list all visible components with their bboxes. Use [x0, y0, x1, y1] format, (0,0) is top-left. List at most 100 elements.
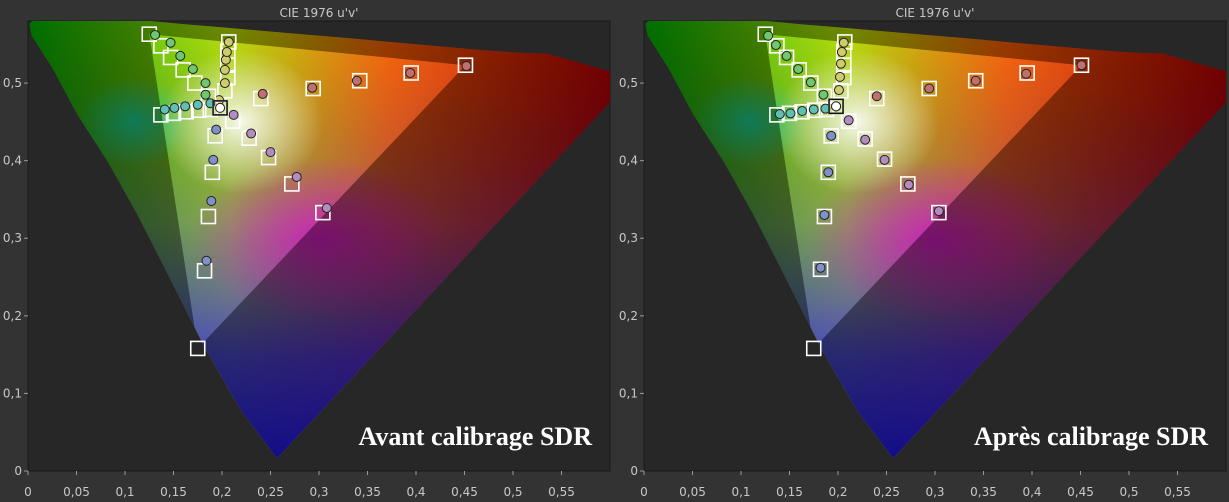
- measured-point: [763, 30, 774, 41]
- chart-title: CIE 1976 u'v': [896, 6, 975, 20]
- target-square: [833, 83, 849, 99]
- measured-point: [808, 104, 819, 115]
- measured-point: [834, 71, 845, 82]
- x-tick-label: 0,25: [873, 485, 900, 499]
- measured-point: [175, 50, 186, 61]
- measured-point: [200, 89, 211, 100]
- measured-point: [797, 106, 808, 116]
- target-square: [840, 113, 857, 129]
- measured-point: [201, 255, 212, 266]
- x-tick-label: 0,4: [1022, 485, 1041, 499]
- chart-title: CIE 1976 u'v': [280, 6, 359, 20]
- target-square: [823, 128, 840, 144]
- white-point-target: [212, 100, 228, 116]
- measured-point: [820, 103, 831, 114]
- measured-point: [461, 61, 472, 71]
- measured-point: [208, 154, 219, 165]
- measured-point: [823, 167, 834, 178]
- target-square: [820, 164, 837, 181]
- x-tick-label: 0,05: [63, 485, 90, 499]
- target-square: [816, 208, 833, 225]
- measured-point: [835, 58, 846, 69]
- measured-point: [219, 78, 230, 89]
- measured-point: [903, 179, 914, 190]
- y-axis: 0 0,1 0,2 0,3 0,4 0,5: [619, 76, 644, 478]
- measured-point: [793, 64, 804, 75]
- x-tick-label: 0,5: [503, 485, 522, 499]
- measured-point: [257, 88, 268, 99]
- measured-point: [924, 83, 935, 94]
- x-tick-label: 0: [640, 485, 648, 499]
- chart-panel-before: CIE 1976 u'v'0 0,05 0,1 0,15 0,2 0,25 0,3 0,35 0…: [3, 6, 611, 499]
- target-square: [967, 72, 984, 89]
- measured-point: [871, 91, 882, 102]
- series-3: [189, 100, 228, 357]
- measured-point: [223, 36, 234, 47]
- measured-point: [770, 40, 781, 51]
- measured-point: [228, 109, 239, 120]
- x-tick-label: 0,3: [309, 485, 328, 499]
- white-point-target: [828, 98, 844, 115]
- x-tick-label: 0,45: [1067, 485, 1094, 499]
- target-square: [812, 261, 829, 278]
- y-tick-label: 0: [630, 464, 638, 478]
- y-tick-label: 0,4: [3, 154, 22, 168]
- measured-point: [833, 85, 844, 96]
- measured-point: [781, 50, 792, 61]
- target-square: [769, 38, 785, 54]
- measured-point: [206, 196, 217, 206]
- x-tick-label: 0,25: [257, 485, 284, 499]
- measured-point: [169, 102, 180, 113]
- y-tick-label: 0,2: [619, 309, 638, 323]
- x-tick-label: 0,35: [970, 485, 997, 499]
- target-square: [457, 57, 474, 74]
- measured-point: [221, 47, 232, 58]
- measured-point: [1076, 60, 1087, 71]
- measured-point: [192, 99, 203, 110]
- x-tick-label: 0,2: [828, 485, 847, 499]
- measured-point: [970, 75, 981, 86]
- y-tick-label: 0,3: [619, 231, 638, 245]
- measured-point: [1021, 68, 1032, 79]
- target-square: [778, 49, 795, 66]
- chart-panel-after: CIE 1976 u'v'0 0,05 0,1 0,15 0,2 0,25 0,3 0,35 0…: [619, 6, 1227, 499]
- measured-point: [933, 206, 944, 217]
- measured-point: [826, 130, 837, 141]
- y-tick-label: 0,1: [3, 386, 22, 400]
- measured-point: [836, 47, 847, 58]
- x-axis: 0 0,05 0,1 0,15 0,2 0,25 0,3 0,35 0,4 0,45 0,5 0,55: [24, 471, 575, 499]
- measured-point: [405, 67, 416, 78]
- target-square: [805, 340, 822, 357]
- chart-caption: Après calibrage SDR: [974, 422, 1208, 451]
- measured-point: [165, 37, 176, 48]
- x-axis: 0 0,05 0,1 0,15 0,2 0,25 0,3 0,35 0,4 0,45 0,5 0,55: [640, 471, 1191, 499]
- gamut-triangle: [765, 34, 1082, 349]
- x-tick-label: 0,15: [776, 485, 803, 499]
- target-square: [305, 80, 321, 97]
- series-1: [141, 26, 228, 116]
- white-point-measured: [831, 101, 842, 112]
- measured-point: [150, 29, 161, 40]
- measured-point: [774, 109, 785, 120]
- target-square: [931, 204, 947, 221]
- target-square: [204, 164, 221, 181]
- y-tick-label: 0,5: [619, 76, 638, 90]
- x-tick-label: 0,4: [406, 485, 425, 499]
- target-square: [857, 131, 873, 147]
- measured-point: [879, 154, 890, 165]
- y-tick-label: 0,4: [619, 154, 638, 168]
- target-square: [403, 65, 419, 81]
- target-square: [189, 340, 206, 357]
- target-square: [816, 88, 833, 105]
- measured-point: [180, 101, 191, 112]
- measured-point: [291, 171, 302, 182]
- target-square: [791, 62, 808, 78]
- measured-point: [860, 134, 871, 145]
- y-tick-label: 0,1: [619, 386, 638, 400]
- x-tick-label: 0,1: [115, 485, 134, 499]
- measured-point: [211, 124, 222, 135]
- measured-point: [200, 78, 211, 89]
- y-tick-label: 0,3: [3, 231, 22, 245]
- y-tick-label: 0,2: [3, 309, 22, 323]
